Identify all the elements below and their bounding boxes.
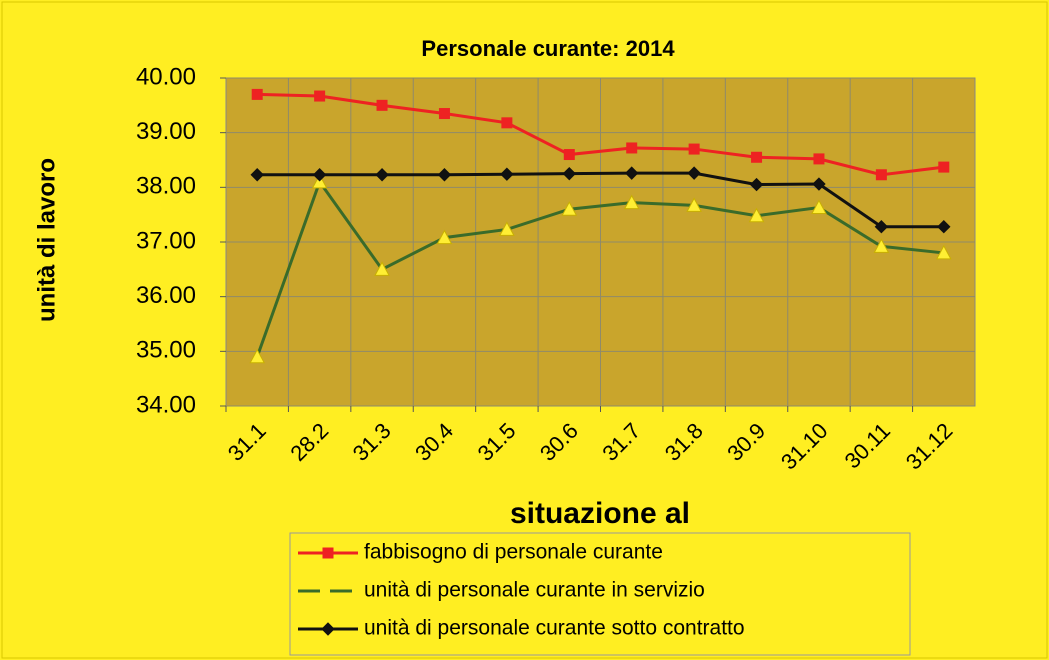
- legend-marker: [321, 622, 335, 636]
- y-tick-label: 38.00: [136, 173, 196, 200]
- marker: [374, 261, 390, 276]
- marker: [687, 166, 701, 180]
- y-tick-label: 36.00: [136, 282, 196, 309]
- marker: [935, 244, 952, 260]
- legend-marker: [322, 547, 334, 559]
- marker: [688, 143, 700, 155]
- y-tick-label: 39.00: [136, 118, 196, 145]
- marker: [314, 90, 326, 102]
- x-axis-label: situazione al: [510, 497, 690, 530]
- y-tick-label: 35.00: [136, 337, 196, 364]
- chart-title: Personale curante: 2014: [421, 36, 675, 61]
- marker: [812, 177, 826, 191]
- marker: [623, 194, 640, 210]
- legend-label: unità di personale curante sotto contrat…: [364, 617, 745, 640]
- series-line: [257, 92, 944, 177]
- marker: [938, 161, 950, 173]
- series-line: [257, 171, 944, 229]
- marker: [438, 108, 450, 120]
- marker: [626, 142, 638, 154]
- legend-label: unità di personale curante in servizio: [364, 579, 705, 602]
- marker: [500, 167, 514, 181]
- legend: [289, 532, 911, 656]
- y-tick-label: 34.00: [136, 391, 196, 418]
- marker: [376, 99, 388, 111]
- marker: [873, 238, 890, 253]
- marker: [501, 117, 513, 129]
- marker: [625, 166, 639, 180]
- marker: [686, 197, 702, 212]
- marker: [249, 348, 266, 364]
- marker: [937, 219, 951, 234]
- marker: [562, 166, 576, 181]
- marker: [312, 168, 327, 182]
- marker: [811, 199, 827, 215]
- marker: [250, 168, 264, 182]
- marker: [437, 168, 452, 182]
- marker: [561, 201, 578, 216]
- marker: [874, 219, 889, 234]
- marker: [563, 149, 575, 161]
- series-line: [255, 178, 944, 358]
- y-tick-label: 40.00: [136, 63, 196, 90]
- y-axis-label: unità di lavoro: [33, 158, 60, 322]
- marker: [436, 229, 453, 245]
- marker: [748, 207, 765, 223]
- marker: [875, 169, 887, 181]
- marker: [813, 153, 825, 165]
- marker: [751, 151, 763, 163]
- marker: [749, 177, 764, 192]
- y-tick-label: 37.00: [136, 227, 196, 254]
- marker: [375, 168, 389, 182]
- legend-label: fabbisogno di personale curante: [364, 541, 663, 564]
- marker: [499, 221, 515, 236]
- marker: [251, 88, 263, 100]
